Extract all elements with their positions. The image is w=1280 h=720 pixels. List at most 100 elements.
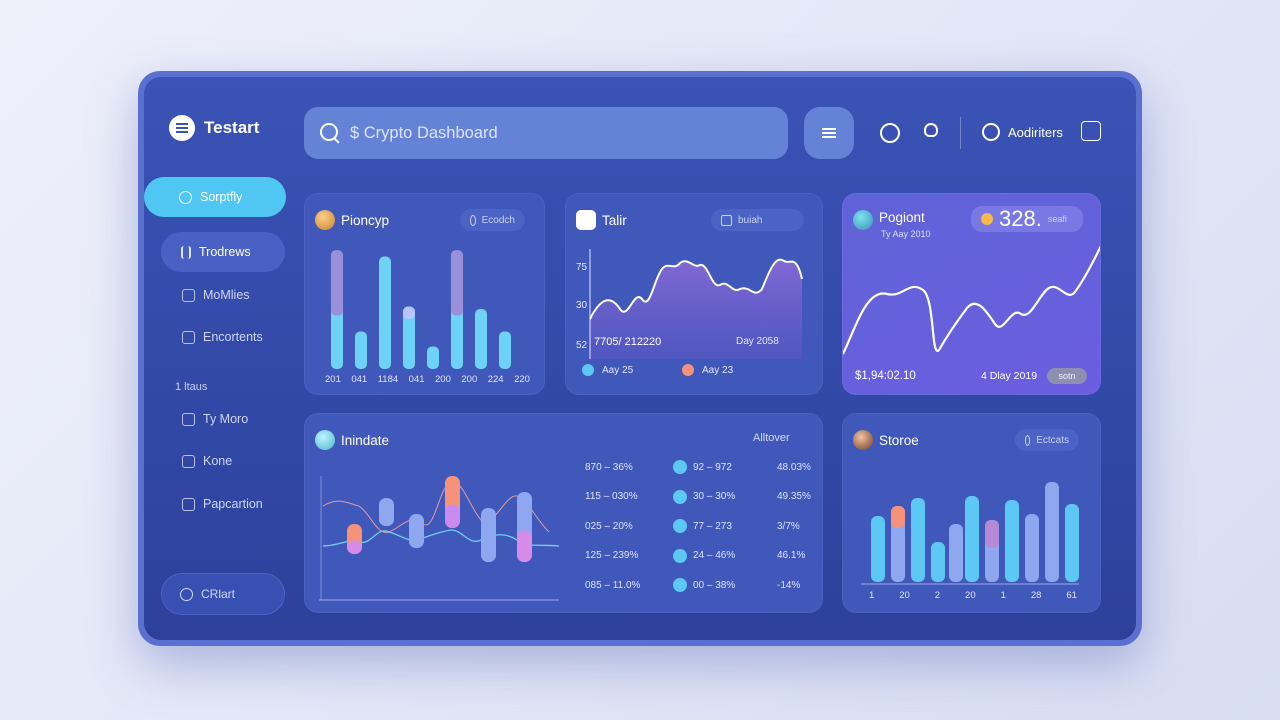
bar-segment (379, 513, 394, 526)
sidebar-item-papcartion[interactable]: Papcartion (162, 484, 286, 524)
x-tick: 041 (351, 374, 368, 385)
card1-bar-chart (331, 250, 511, 369)
search-icon (179, 190, 192, 204)
table-row: 115 – 030% 30 – 30% 49.35% (585, 489, 822, 504)
card-value-pill[interactable]: 328. seafi (971, 206, 1083, 232)
legend-swatch (682, 364, 694, 376)
divider (960, 117, 961, 149)
card1-x-ticks: 201 041 1184 041 200 200 224 220 (325, 374, 530, 385)
sidebar-item-label: Trodrews (199, 245, 251, 259)
status-badge-label: sotn (1058, 371, 1076, 381)
bar (871, 516, 885, 582)
menu-button[interactable] (804, 107, 854, 159)
row-col-c: 49.35% (777, 491, 811, 502)
search-input[interactable] (350, 123, 750, 143)
bar (911, 498, 925, 582)
card-title: Pioncyp (341, 213, 390, 228)
card-pioncyp: Pioncyp Ecodch 201 041 1184 041 200 200 224 220 (304, 193, 545, 395)
peace-icon[interactable] (880, 123, 900, 143)
profile-icon[interactable] (1081, 121, 1101, 141)
bar (949, 524, 963, 582)
bar-highlight (891, 506, 905, 528)
sidebar-item-encortents[interactable]: Encortents (162, 317, 286, 357)
bar-overlay (331, 250, 343, 316)
pill-label: seafi (1047, 214, 1067, 224)
row-col-b: 24 – 46% (693, 550, 736, 561)
row-col-b: 92 – 972 (693, 461, 732, 473)
table-row: 085 – 11.0% 00 – 38% -14% (585, 578, 822, 592)
card-pogiont: Pogiont Ty Aay 2010 328. seafi $1,94:02.… (842, 193, 1101, 395)
row-bubble (673, 548, 687, 563)
avatar (853, 430, 873, 450)
bar-chart-icon (721, 214, 732, 226)
settings-icon (180, 587, 193, 601)
bar (931, 542, 945, 582)
sidebar-item-label: Papcartion (203, 497, 263, 511)
chart-right-value: Day 2058 (736, 336, 779, 347)
sidebar-bottom-button[interactable]: CRlart (161, 573, 285, 615)
row-bubble (673, 578, 687, 592)
card-subtitle: Ty Aay 2010 (881, 229, 931, 239)
dashboard-screen: Testart Sorptfly Trodrews MoMlies Encort… (144, 77, 1136, 640)
card3-line-chart (843, 245, 1100, 355)
bar (403, 306, 415, 369)
bar-segment (409, 532, 424, 548)
row-col-c: 3/7% (777, 520, 800, 532)
table-row: 025 – 20% 77 – 273 3/7% (585, 519, 822, 533)
bar-segment (517, 530, 532, 562)
card-filter-pill[interactable]: buiah (711, 209, 804, 231)
tag-icon (182, 497, 195, 511)
sidebar-item-trodrews[interactable]: Trodrews (161, 232, 285, 272)
sidebar-section-label: 1 ltaus (175, 381, 208, 393)
bar-overlay (451, 250, 463, 316)
x-tick: 61 (1066, 590, 1077, 601)
filter-icon (1025, 434, 1031, 446)
x-tick: 28 (1030, 590, 1042, 601)
y-tick: 75 (576, 262, 588, 273)
row-col-a: 025 – 20% (585, 520, 633, 532)
user-icon[interactable] (924, 123, 938, 137)
card5-x-ticks: 1 20 2 20 1 28 61 (869, 590, 1077, 601)
globe-icon (982, 123, 1000, 141)
search-bar[interactable] (304, 107, 788, 159)
sidebar-item-label: Ty Moro (203, 412, 249, 426)
filter-icon (470, 214, 476, 226)
sidebar-item-sorptfly[interactable]: Sorptfly (144, 177, 286, 217)
bar (1065, 504, 1079, 582)
row-col-b: 00 – 38% (693, 579, 736, 591)
row-col-a: 870 – 36% (585, 461, 633, 473)
row-bubble (673, 519, 687, 533)
table-row: 870 – 36% 92 – 972 48.03% (585, 460, 822, 474)
card2-area-chart (589, 249, 803, 359)
legend-label: Aay 25 (602, 364, 634, 376)
pill-label: buiah (738, 214, 763, 226)
avatar (853, 210, 873, 230)
card-filter-pill[interactable]: Ectcats (1015, 429, 1079, 451)
avatar (315, 210, 335, 230)
bar-segment (445, 504, 460, 528)
sidebar-item-kone[interactable]: Kone (162, 441, 286, 481)
bar-segment (347, 540, 362, 554)
card4-bars (347, 476, 532, 562)
card-title: Talir (602, 213, 627, 228)
card-icon (182, 454, 195, 468)
search-icon (320, 123, 340, 143)
row-col-a: 085 – 11.0% (585, 579, 641, 591)
sidebar-item-momlies[interactable]: MoMlies (162, 275, 286, 315)
sidebar-item-ty-moro[interactable]: Ty Moro (162, 399, 286, 439)
admin-menu[interactable]: Aodiriters (982, 123, 1063, 141)
x-tick: 20 (965, 590, 976, 601)
pill-label: Ecodch (481, 214, 515, 226)
x-tick: 220 (514, 374, 530, 385)
brand[interactable]: Testart (169, 115, 259, 141)
x-tick: 2 (934, 590, 941, 601)
bar (1045, 482, 1059, 582)
sidebar-item-label: Encortents (203, 330, 263, 344)
logo-icon (576, 210, 596, 230)
brand-name: Testart (204, 118, 260, 137)
row-col-b: 77 – 273 (693, 520, 732, 532)
card-filter-pill[interactable]: Ecodch (460, 209, 525, 231)
bar (427, 346, 439, 369)
x-tick: 200 (461, 374, 478, 385)
row-col-b: 30 – 30% (693, 491, 736, 502)
